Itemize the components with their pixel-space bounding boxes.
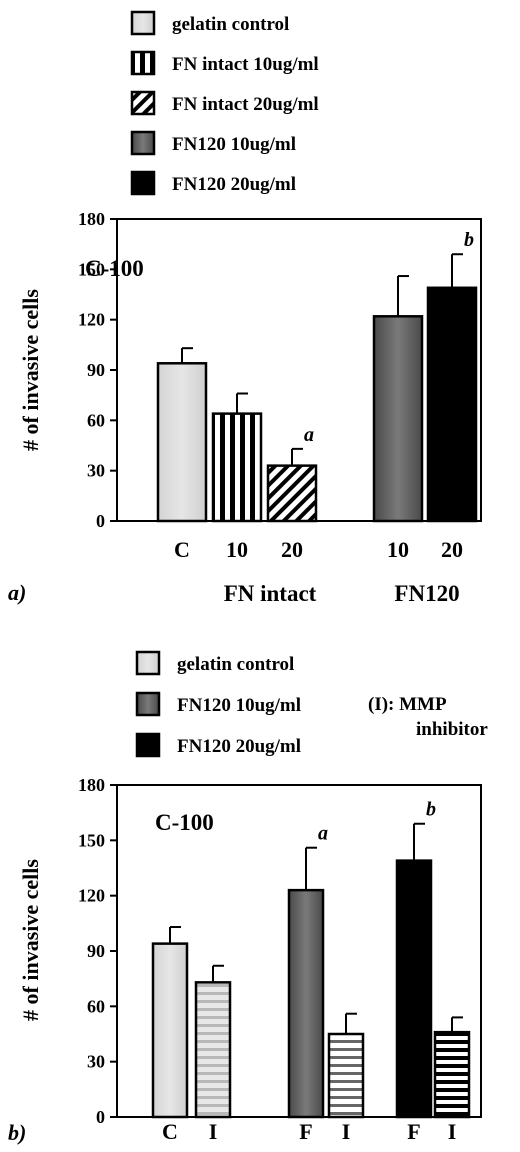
group-label-fn-intact: FN intact	[224, 581, 317, 606]
panel-b-ylabel: # of invasive cells	[18, 859, 43, 1021]
a-legend-label-3: FN120 10ug/ml	[172, 134, 296, 155]
a-ytick-label-6: 180	[78, 209, 105, 229]
panel-a-ylabel: # of invasive cells	[18, 289, 43, 451]
a-ytick-label-0: 0	[96, 511, 105, 531]
legend-a: gelatin control FN intact 10ug/ml FN intac…	[130, 10, 319, 196]
b-bar-1	[194, 981, 232, 1119]
b-ytick-label-2: 60	[87, 996, 105, 1016]
b-significance-2: a	[318, 823, 328, 845]
panel-b: gelatin control FN120 10ug/ml FN120 20ug/m…	[8, 650, 488, 1145]
b-legend-label-1: FN120 10ug/ml	[177, 695, 301, 716]
a-ytick-label-2: 60	[87, 410, 105, 430]
mmp-note-line-1: (I): MMP	[368, 694, 447, 715]
a-legend-swatch-4	[130, 170, 156, 196]
a-bar-3	[372, 315, 424, 523]
a-legend-label-1: FN intact 10ug/ml	[172, 54, 319, 75]
b-bar-4	[395, 859, 433, 1119]
panel-b-title: C-100	[155, 810, 214, 835]
b-bar-0	[151, 942, 189, 1119]
plot-a: 0 30 60 90 120 150 180 C 10 20 a 10 20 b	[78, 209, 482, 562]
b-ytick-label-4: 120	[78, 886, 105, 906]
a-legend-label-4: FN120 20ug/ml	[172, 174, 296, 195]
panel-b-label: b)	[8, 1120, 26, 1145]
b-category-label-4: F	[407, 1119, 420, 1144]
b-legend-label-2: FN120 20ug/ml	[177, 736, 301, 757]
b-category-label-5: I	[448, 1119, 457, 1144]
legend-b: gelatin control FN120 10ug/ml FN120 20ug/m…	[135, 650, 301, 758]
b-ytick-label-5: 150	[78, 830, 105, 850]
a-category-label-2: 20	[281, 537, 303, 562]
a-bar-0	[156, 362, 208, 523]
a-category-label-4: 20	[441, 537, 463, 562]
a-legend-swatch-1	[130, 50, 156, 76]
panel-a-label: a)	[8, 580, 26, 605]
mmp-note-line-2: inhibitor	[416, 719, 488, 740]
a-significance-2: a	[304, 424, 314, 446]
b-category-label-2: F	[299, 1119, 312, 1144]
b-bar-3	[327, 1032, 365, 1119]
a-category-label-0: C	[174, 537, 190, 562]
a-legend-label-2: FN intact 20ug/ml	[172, 94, 319, 115]
a-legend-label-0: gelatin control	[172, 14, 289, 35]
b-significance-4: b	[426, 799, 436, 821]
b-ytick-label-0: 0	[96, 1107, 105, 1127]
a-ytick-label-3: 90	[87, 360, 105, 380]
a-significance-4: b	[464, 229, 474, 251]
b-bar-2	[287, 888, 325, 1119]
b-legend-swatch-2	[135, 732, 161, 758]
a-bar-2	[266, 464, 318, 523]
a-category-label-3: 10	[387, 537, 409, 562]
b-category-label-3: I	[342, 1119, 351, 1144]
b-ytick-label-3: 90	[87, 941, 105, 961]
a-ytick-label-4: 120	[78, 310, 105, 330]
b-legend-swatch-1	[135, 691, 161, 717]
a-category-label-1: 10	[226, 537, 248, 562]
b-ytick-label-6: 180	[78, 775, 105, 795]
b-legend-swatch-0	[135, 650, 161, 676]
panel-a: gelatin control FN intact 10ug/ml FN intac…	[8, 10, 482, 606]
group-label-fn120: FN120	[394, 581, 459, 606]
a-legend-swatch-3	[130, 130, 156, 156]
a-bar-4	[426, 286, 478, 523]
plot-b: 0 30 60 90 120 150 180 C I Fa I Fb I	[78, 775, 482, 1144]
a-legend-swatch-2	[130, 90, 156, 116]
b-bar-5	[433, 1030, 471, 1119]
a-bar-1	[211, 412, 263, 523]
b-ytick-label-1: 30	[87, 1052, 105, 1072]
b-category-label-1: I	[209, 1119, 218, 1144]
a-ytick-label-1: 30	[87, 461, 105, 481]
b-legend-label-0: gelatin control	[177, 654, 294, 675]
b-category-label-0: C	[162, 1119, 178, 1144]
a-ytick-label-5: 150	[78, 259, 105, 279]
panel-a-title: C-100	[85, 256, 144, 281]
a-legend-swatch-0	[130, 10, 156, 36]
